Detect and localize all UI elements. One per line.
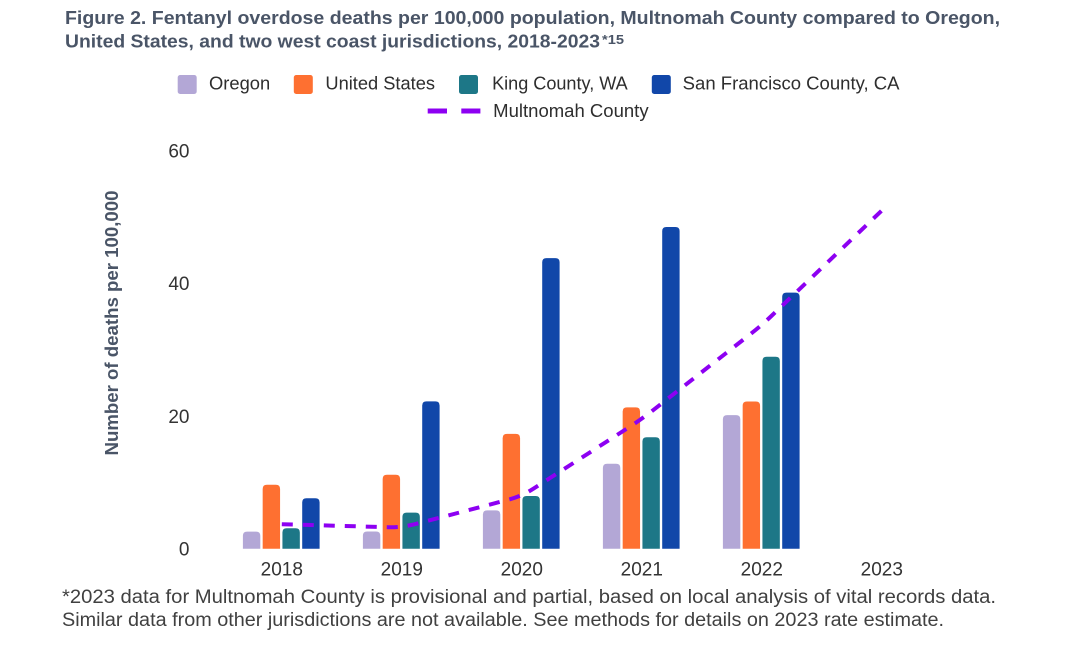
svg-text:Multnomah County: Multnomah County bbox=[493, 100, 649, 121]
svg-text:Oregon: Oregon bbox=[209, 73, 270, 94]
svg-text:United States, and two west co: United States, and two west coast jurisd… bbox=[65, 31, 600, 52]
svg-text:2021: 2021 bbox=[621, 560, 663, 581]
svg-text:*15: *15 bbox=[602, 33, 624, 47]
svg-text:20: 20 bbox=[168, 407, 189, 428]
svg-text:2019: 2019 bbox=[381, 560, 423, 581]
svg-text:*2023 data for Multnomah Count: *2023 data for Multnomah County is provi… bbox=[62, 587, 996, 608]
svg-text:40: 40 bbox=[168, 274, 189, 295]
svg-text:0: 0 bbox=[179, 540, 190, 561]
svg-text:Similar data from other jurisd: Similar data from other jurisdictions ar… bbox=[62, 610, 944, 631]
svg-text:2022: 2022 bbox=[741, 560, 783, 581]
svg-text:King County, WA: King County, WA bbox=[492, 73, 628, 94]
svg-text:Figure 2. Fentanyl overdose de: Figure 2. Fentanyl overdose deaths per 1… bbox=[65, 7, 1000, 28]
svg-text:United States: United States bbox=[325, 73, 435, 94]
svg-text:2018: 2018 bbox=[261, 560, 303, 581]
svg-text:Number of deaths per 100,000: Number of deaths per 100,000 bbox=[101, 191, 122, 456]
svg-text:San Francisco County, CA: San Francisco County, CA bbox=[683, 73, 901, 94]
svg-text:60: 60 bbox=[168, 142, 189, 163]
svg-text:2020: 2020 bbox=[501, 560, 543, 581]
svg-text:2023: 2023 bbox=[861, 560, 903, 581]
